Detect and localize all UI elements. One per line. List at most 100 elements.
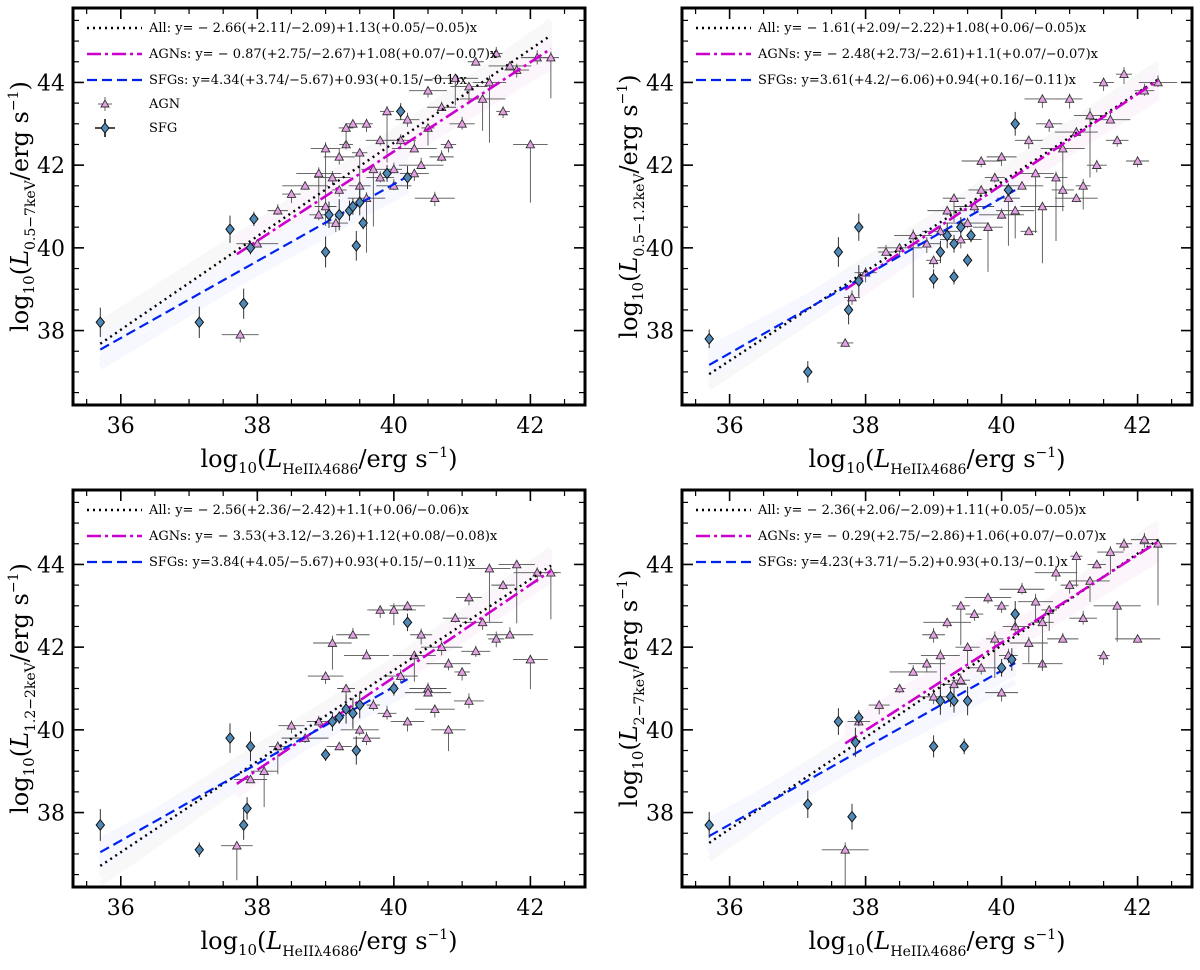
fit-draw-line	[235, 59, 553, 261]
agn-point	[942, 205, 953, 215]
fit-draw-line	[98, 689, 409, 862]
x-tick-label: 36	[107, 414, 135, 439]
agn-point	[463, 592, 474, 602]
agn-point	[1098, 77, 1109, 87]
agn-point	[272, 205, 283, 215]
x-tick-label: 38	[243, 414, 271, 439]
fit-draw-line	[707, 652, 1017, 834]
fit-draw-line	[98, 162, 410, 345]
agn-point	[525, 654, 536, 664]
fit-draw-line	[98, 553, 553, 865]
agn-point	[382, 106, 392, 116]
agn-point	[388, 164, 399, 174]
sfg-point	[833, 245, 844, 258]
y-tick-label: 38	[37, 320, 65, 345]
legend-label-all: All: y= − 2.66(+2.11/−2.09)+1.13(+0.05/−…	[148, 21, 478, 36]
legend-label-agns: AGNs: y= − 3.53(+3.12/−3.26)+1.12(+0.08/…	[148, 529, 498, 544]
sfg-point	[194, 843, 205, 856]
sfg-point	[238, 297, 249, 310]
fit-draw-line	[843, 545, 1160, 753]
agn-point	[361, 650, 372, 660]
agn-point	[436, 102, 447, 112]
legend-label-sfg: SFG	[149, 121, 177, 136]
plot-area	[95, 546, 561, 887]
fit-draw-line	[98, 551, 553, 874]
sfg-point	[354, 699, 365, 712]
sfg-point	[928, 272, 939, 285]
agn-point	[491, 48, 502, 58]
agn-point	[1057, 143, 1068, 153]
fit-draw-line	[98, 667, 410, 853]
sfg-point	[802, 798, 813, 811]
fit-draw-line	[98, 156, 410, 348]
x-tick-label: 38	[852, 414, 880, 439]
agn-point	[443, 724, 454, 734]
agn-point	[1057, 633, 1068, 643]
agn-point	[347, 118, 358, 128]
fit-draw-line	[707, 653, 1017, 833]
agn-point	[545, 52, 556, 62]
agn-point	[463, 695, 474, 705]
fit-draw-line	[707, 666, 1017, 833]
agn-point	[1017, 180, 1027, 190]
agn-point	[1051, 567, 1061, 577]
y-tick-label: 38	[646, 802, 674, 827]
fit-draw-line	[707, 60, 1160, 371]
fit-draw-line	[235, 51, 553, 263]
agn-point	[1078, 613, 1089, 623]
agn-point	[1023, 637, 1034, 647]
legend-label-agns: AGNs: y= − 0.29(+2.75/−2.86)+1.06(+0.07/…	[757, 529, 1107, 544]
fit-draw-line	[235, 48, 553, 271]
agn-point	[382, 708, 392, 718]
agn-point	[286, 188, 297, 198]
fit-line-agns	[236, 569, 552, 785]
agn-point	[1003, 193, 1014, 203]
sfg-point	[382, 167, 392, 180]
fit-draw-line	[707, 181, 1017, 372]
agn-point	[300, 180, 311, 190]
agn-point	[1132, 155, 1143, 165]
fit-draw-line	[843, 532, 1160, 731]
fit-draw-line	[843, 537, 1160, 737]
agn-point	[976, 184, 987, 194]
fit-draw-line	[98, 186, 409, 354]
agn-point	[409, 168, 420, 178]
agn-point	[1023, 135, 1034, 145]
agn-point	[1017, 584, 1027, 594]
agn-point	[429, 704, 440, 713]
panel-top-left: 36 38 40 42 38 40 42 44 log10(LHeIIλ4686/erg s−1…	[6, 6, 587, 478]
sfg-point	[955, 221, 966, 234]
sfg-point	[949, 237, 959, 250]
agn-point	[245, 774, 256, 784]
agn-point	[1091, 160, 1102, 169]
fit-draw-line	[235, 553, 553, 781]
y-tick-label: 38	[646, 320, 674, 345]
agn-point	[341, 683, 352, 693]
sfg-point	[1006, 653, 1017, 666]
sfg-point	[389, 682, 399, 695]
x-axis-label: log10(LHeIIλ4686/erg s−1)	[808, 445, 1065, 478]
y-tick-label: 40	[646, 237, 674, 262]
y-axis-label: log10(L0.5−1.2keV/erg s−1)	[615, 74, 648, 338]
x-tick-label: 42	[1124, 896, 1152, 921]
agn-point	[375, 135, 386, 145]
legend-label-agns: AGNs: y= − 0.87(+2.75/−2.67)+1.08(+0.07/…	[148, 47, 498, 62]
agn-point	[235, 329, 246, 339]
agn-point	[457, 118, 468, 128]
fit-draw-line	[235, 566, 553, 773]
agn-point	[1105, 114, 1116, 124]
x-tick-label: 36	[716, 896, 744, 921]
sfg-point	[843, 303, 854, 316]
agn-point	[361, 732, 372, 742]
agn-point	[928, 629, 939, 639]
y-axis-label: log10(L1.2−2keV/erg s−1)	[6, 563, 39, 814]
agn-point	[949, 193, 959, 203]
legend-label-sfgs: SFGs: y=4.34(+3.74/−5.67)+0.93(+0.15/−0.…	[149, 73, 468, 88]
sfg-point	[351, 239, 362, 252]
fit-draw-line	[98, 169, 409, 341]
sfg-point	[225, 223, 235, 236]
sfg-point	[324, 208, 334, 221]
agn-point	[327, 637, 338, 647]
agn-point	[470, 646, 481, 656]
sfg-point	[996, 661, 1007, 674]
